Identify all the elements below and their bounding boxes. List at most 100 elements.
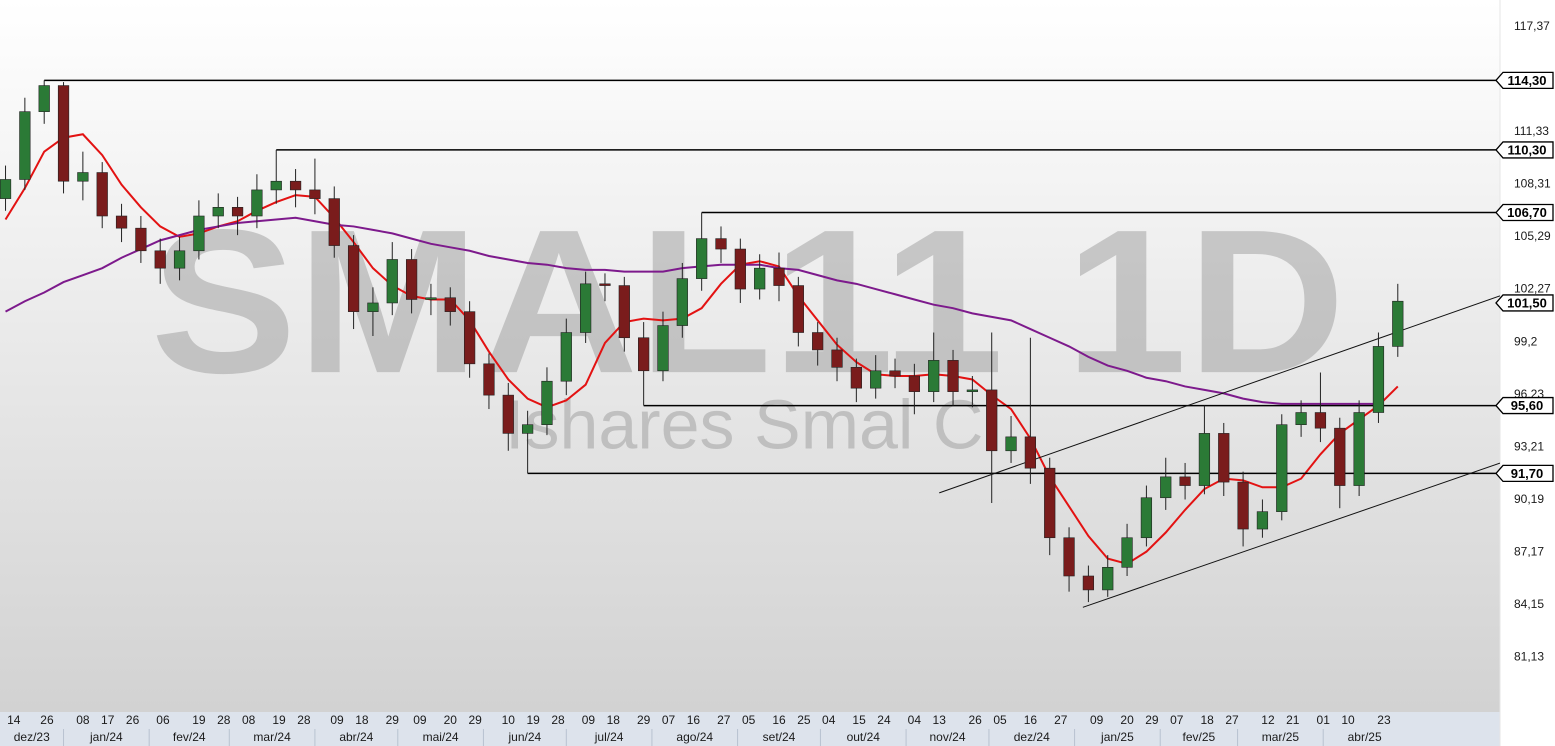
price-tag-label: 91,70 [1511, 466, 1544, 481]
candle-body [193, 215, 205, 252]
candle-body [599, 283, 611, 286]
price-tag-box [1495, 396, 1554, 415]
month-label: abr/25 [1348, 730, 1382, 744]
candle-body [444, 297, 456, 312]
candle-body [870, 370, 882, 389]
plot-area [0, 0, 1500, 712]
x-tick-label: 06 [156, 713, 170, 727]
x-tick-label: 18 [607, 713, 621, 727]
candle-body [1005, 436, 1017, 452]
candle-body [1179, 476, 1191, 486]
x-tick-label: 25 [797, 713, 811, 727]
month-label: dez/23 [14, 730, 50, 744]
x-tick-label: 21 [1286, 713, 1300, 727]
price-tag-label: 106,70 [1507, 205, 1547, 220]
candle-body [1082, 575, 1095, 591]
x-tick-label: 18 [1201, 713, 1215, 727]
candle-body [638, 337, 650, 372]
x-tick-label: 16 [1024, 713, 1038, 727]
candle-body [1256, 511, 1269, 530]
candle-body [928, 360, 940, 392]
month-label: jun/24 [508, 730, 542, 744]
candle-body [115, 215, 128, 229]
candle-body [0, 179, 12, 199]
x-tick-label: 13 [933, 713, 947, 727]
candle-body [754, 267, 766, 290]
candle-body [1237, 481, 1249, 530]
month-label: out/24 [847, 730, 881, 744]
price-tag-label: 101,50 [1507, 295, 1547, 310]
candle-body [966, 389, 978, 392]
price-tag-box [1495, 71, 1554, 89]
y-tick-label: 81,13 [1514, 649, 1544, 663]
x-tick-label: 27 [1225, 713, 1239, 727]
y-tick-label: 99,2 [1514, 334, 1538, 348]
x-tick-label: 26 [126, 713, 140, 727]
x-tick-label: 19 [192, 713, 206, 727]
x-tick-label: 17 [101, 713, 115, 727]
x-tick-label: 09 [413, 713, 427, 727]
x-tick-label: 05 [993, 713, 1007, 727]
candle-body [77, 172, 89, 182]
price-tag-label: 110,30 [1507, 142, 1546, 157]
y-tick-label: 105,29 [1514, 229, 1551, 243]
x-tick-label: 09 [582, 713, 596, 727]
candle-body [580, 283, 592, 333]
candle-body [947, 360, 959, 392]
x-tick-label: 29 [637, 713, 651, 727]
candle-body [1063, 537, 1075, 577]
x-tick-label: 20 [444, 713, 458, 727]
month-label: jan/25 [1100, 730, 1134, 744]
month-label: abr/24 [339, 730, 373, 744]
month-label: fev/25 [1183, 730, 1216, 744]
x-tick-label: 29 [1145, 713, 1159, 727]
candle-body [289, 180, 302, 191]
candle-body [676, 278, 688, 326]
candle-body [367, 302, 379, 312]
candle-body [1218, 433, 1230, 483]
candle-body [657, 325, 669, 372]
trendline [1082, 462, 1500, 608]
candle-body [1160, 476, 1172, 499]
candle-body [1121, 537, 1133, 568]
x-tick-label: 28 [217, 713, 231, 727]
watermark-subtitle: Ishares Smal Cl [505, 385, 999, 463]
x-tick-label: 12 [1261, 713, 1275, 727]
candle-body [154, 250, 166, 269]
candle-body [135, 227, 147, 252]
x-tick-label: 16 [772, 713, 786, 727]
candle-body [347, 245, 360, 312]
x-tick-label: 15 [852, 713, 866, 727]
x-axis-band [0, 712, 1500, 746]
x-tick-label: 20 [1120, 713, 1134, 727]
candle-body [792, 285, 804, 333]
candle-body [1140, 497, 1153, 539]
x-tick-label: 07 [1170, 713, 1184, 727]
candle-body [831, 349, 843, 368]
y-tick-label: 102,27 [1514, 282, 1551, 296]
candle-body [696, 238, 708, 279]
candle-body [1353, 412, 1365, 486]
candle-body [1314, 412, 1327, 429]
candle-body [1276, 424, 1288, 512]
x-tick-label: 27 [717, 713, 731, 727]
x-tick-label: 29 [468, 713, 482, 727]
candle-body [812, 332, 824, 351]
candle-body [328, 198, 340, 246]
x-tick-label: 04 [908, 713, 922, 727]
month-label: mar/24 [253, 730, 291, 744]
plot [0, 79, 1500, 608]
candle-body [502, 394, 514, 434]
candle-body [889, 370, 901, 377]
candle-body [270, 180, 282, 191]
candle-body [908, 375, 920, 392]
candle-body [618, 285, 630, 339]
x-tick-label: 19 [526, 713, 540, 727]
month-label: jul/24 [594, 730, 624, 744]
y-tick-label: 87,17 [1514, 544, 1544, 558]
y-tick-label: 111,33 [1514, 124, 1549, 138]
x-tick-label: 23 [1377, 713, 1391, 727]
candle-body [57, 85, 70, 182]
